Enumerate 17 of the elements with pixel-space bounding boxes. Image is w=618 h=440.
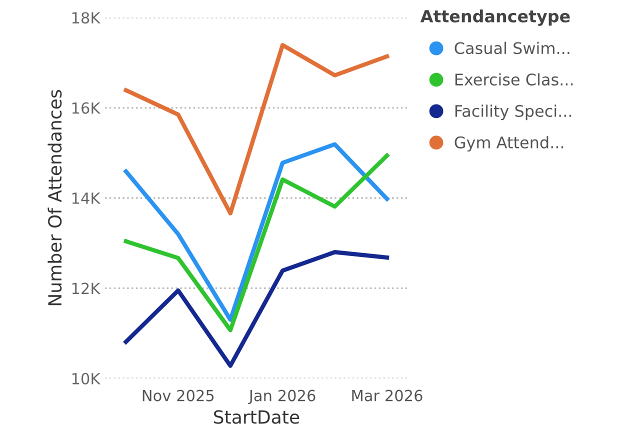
y-tick-label: 12K [72, 282, 101, 294]
line-series [124, 43, 390, 216]
legend-label: Facility Speci... [455, 104, 572, 120]
line-series [124, 250, 390, 368]
x-tick-label: Jan 2026 [248, 390, 316, 404]
x-tick-label: Nov 2025 [142, 390, 214, 402]
y-tick-label: 18K [72, 12, 101, 24]
y-tick-label: 14K [72, 192, 101, 204]
legend-label: Exercise Clas... [455, 73, 573, 86]
legend-title: Attendancetype [420, 10, 570, 26]
y-tick-label: 16K [72, 102, 101, 114]
legend-label: Gym Attend... [454, 136, 564, 152]
y-axis-title: Number Of Attendances [48, 90, 62, 306]
x-axis-title: StartDate [214, 410, 300, 424]
y-tick-label: 10K [72, 372, 101, 384]
legend-label: Casual Swim... [454, 42, 570, 54]
x-tick-label: Mar 2026 [352, 390, 422, 402]
